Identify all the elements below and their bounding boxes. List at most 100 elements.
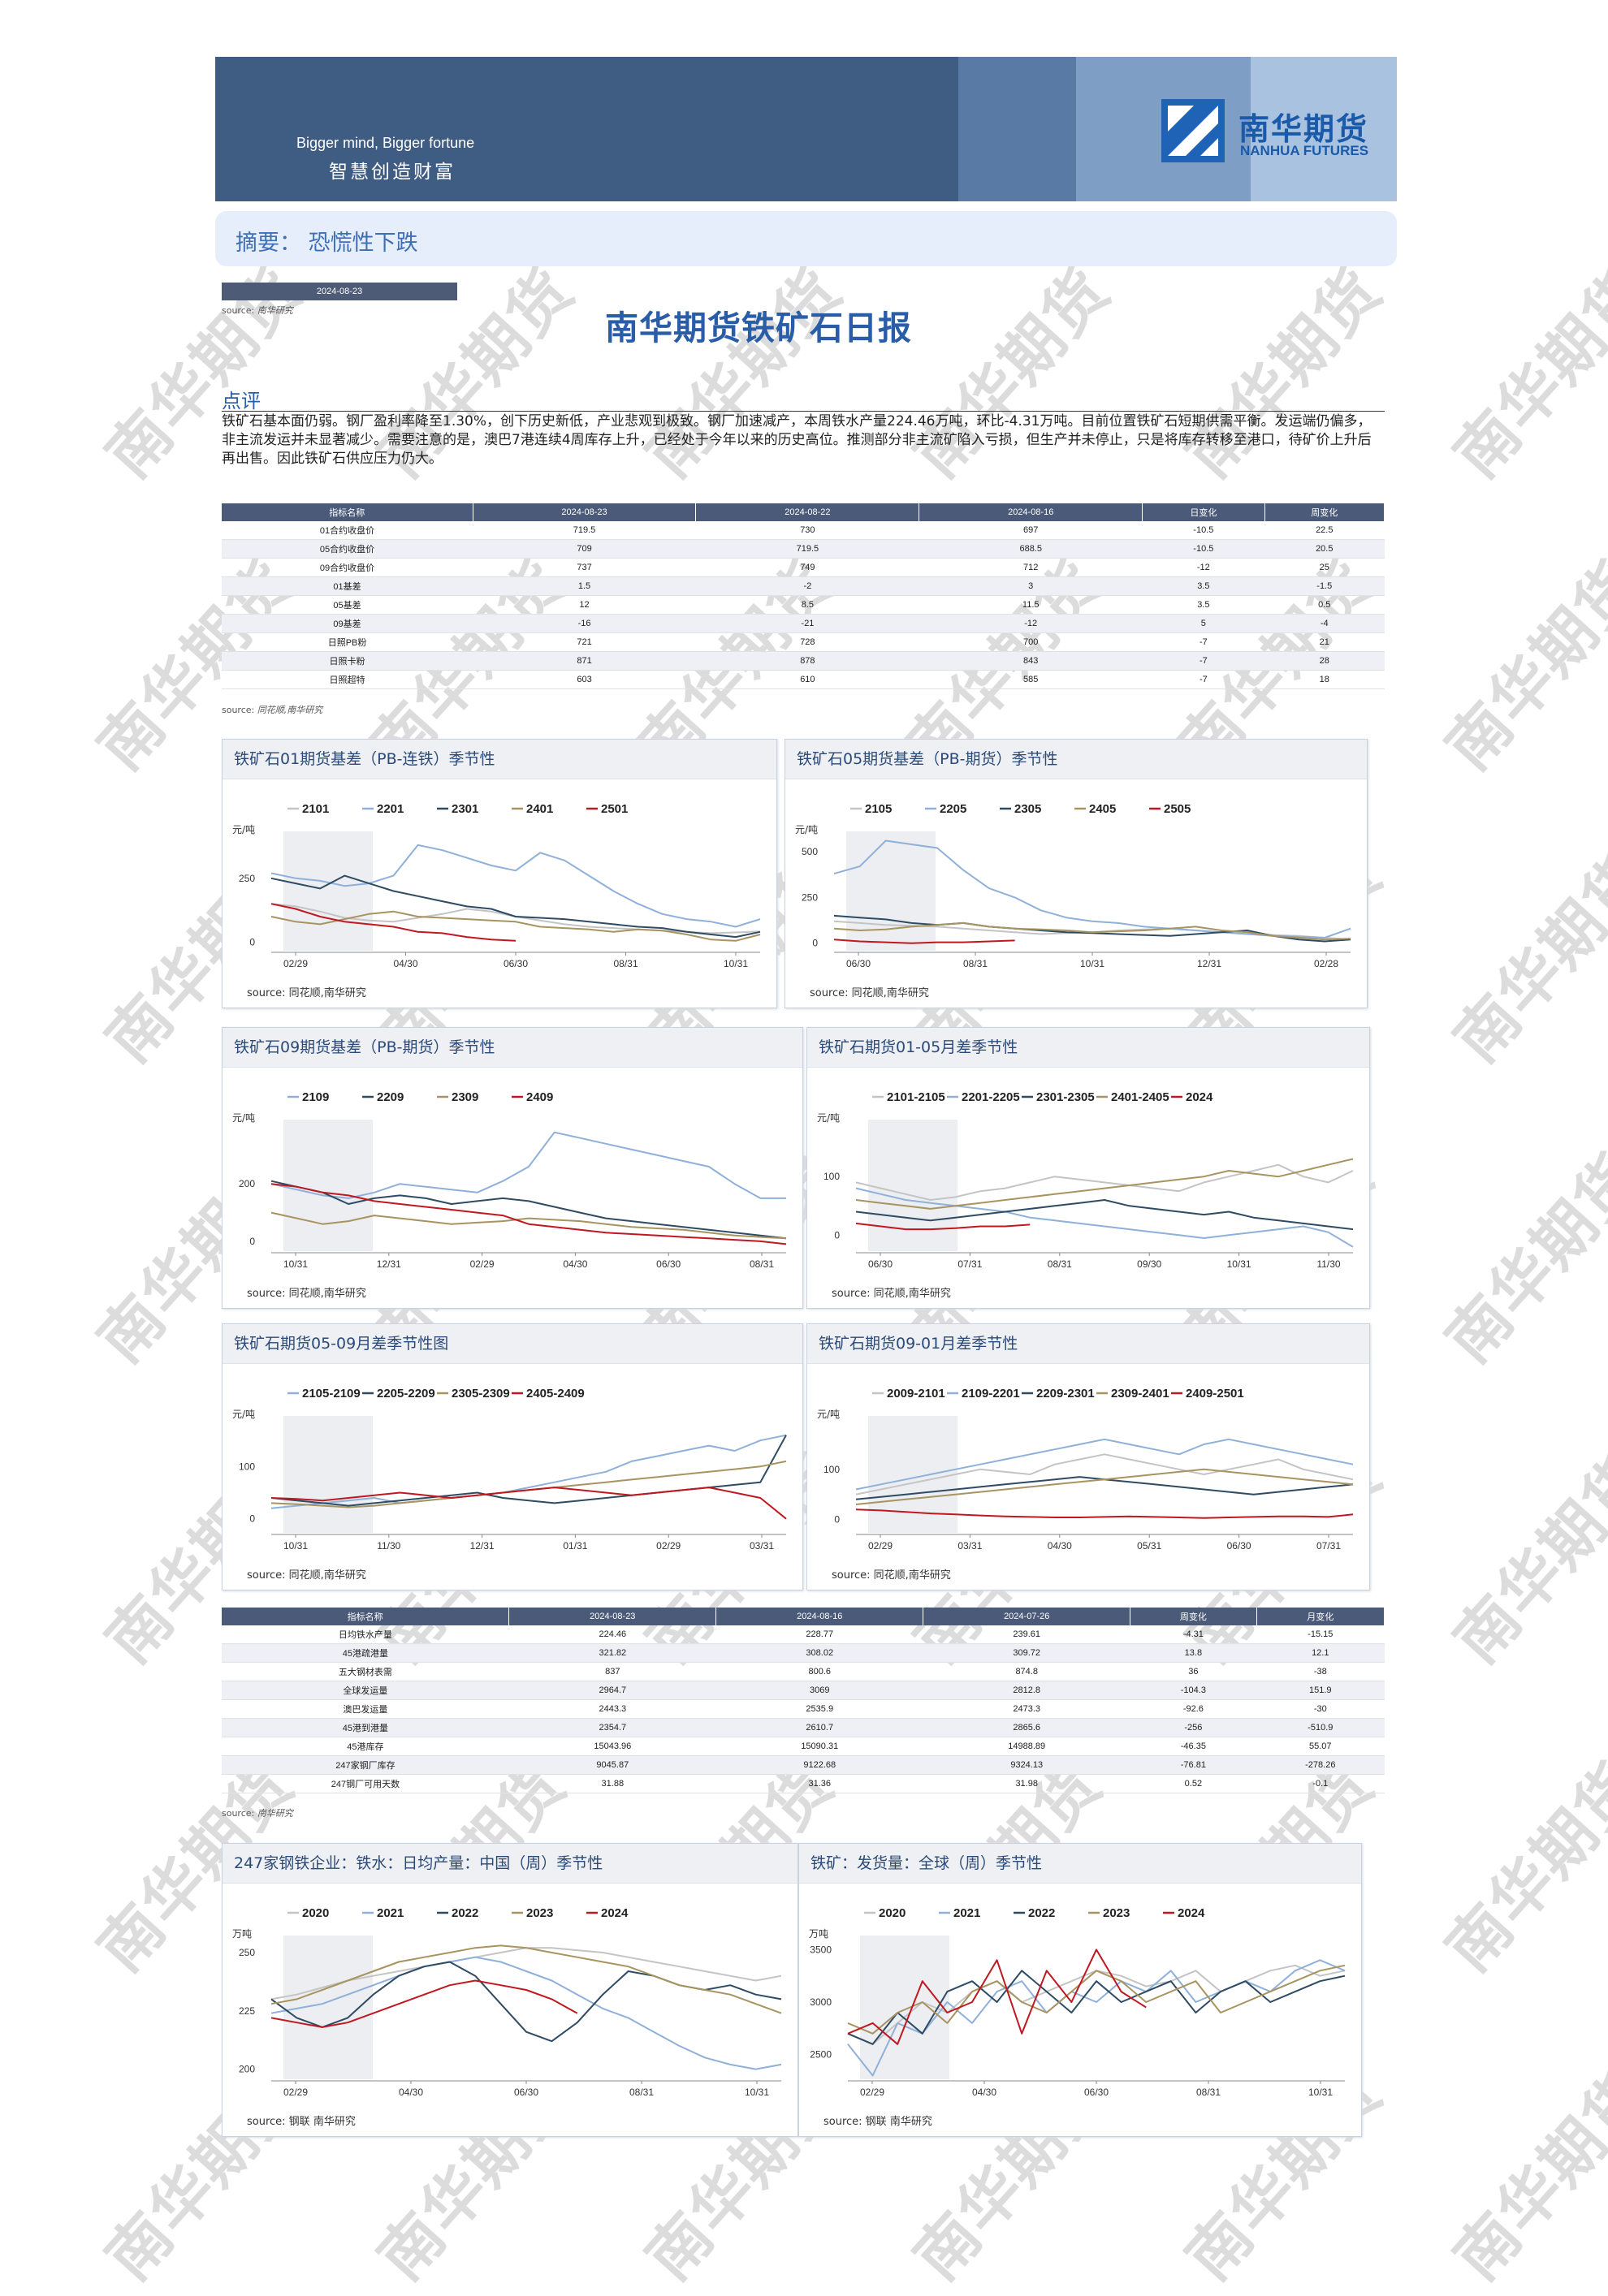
chart-source: source: 同花顺,南华研究: [247, 1288, 366, 1300]
table-cell: 730: [695, 521, 919, 540]
report-title: 南华期货铁矿石日报: [605, 309, 912, 347]
table-cell: 2354.7: [508, 1718, 716, 1737]
x-tick-label: 09/30: [1137, 1258, 1161, 1270]
x-tick-label: 10/31: [1227, 1258, 1251, 1270]
legend-label: 2301: [452, 802, 478, 816]
x-tick-label: 02/28: [1314, 958, 1338, 969]
table-cell: 13.8: [1130, 1643, 1257, 1663]
x-tick-label: 05/31: [1137, 1540, 1161, 1552]
x-tick-label: 03/31: [750, 1540, 774, 1552]
legend-label: 2409-2501: [1186, 1387, 1244, 1400]
watermark-text: 南华期货: [1440, 254, 1608, 492]
chart-svg: 2109 2209 2309 2409 元/吨 0 200 10/31 12/31 02/29 04…: [232, 1090, 787, 1270]
x-tick-label: 04/30: [1048, 1540, 1072, 1552]
chart-svg: 2020 2021 2022 2023 2024 万吨 200 225 250 02/29 04/3…: [232, 1906, 782, 2098]
x-tick-label: 06/30: [504, 958, 528, 969]
series-line-2301-2305: [855, 1199, 1354, 1231]
x-tick-label: 10/31: [1080, 958, 1104, 969]
chart-source: source: 同花顺,南华研究: [247, 1569, 366, 1582]
legend-label: 2209-2301: [1036, 1387, 1095, 1400]
table-row: 05基差 12 8.5 11.5 3.5 0.5: [222, 595, 1385, 615]
legend-label: 2305: [1014, 802, 1041, 816]
chart-watermark-block: [283, 831, 373, 951]
table-cell: 719.5: [473, 521, 696, 540]
legend-label: 2401-2405: [1111, 1090, 1169, 1104]
comment-divider: [222, 411, 1385, 412]
series-line-2301: [270, 874, 761, 939]
x-tick-label: 12/31: [470, 1540, 495, 1552]
table-cell: 3.5: [1142, 576, 1265, 596]
chart-panel-05-09-spread: 铁矿石期货05-09月差季节性图 2105-2109 2205-2209 2305-2…: [222, 1323, 803, 1590]
legend-label: 2209: [377, 1090, 404, 1104]
table-cell: -21: [695, 614, 919, 633]
table-cell: 05合约收盘价: [222, 539, 473, 559]
chart-svg: 2101 2201 2301 2401 2501 元/吨 0 250 02/29 04/30 06/…: [232, 802, 761, 969]
y-axis-label: 元/吨: [817, 1112, 840, 1124]
table-header-cell: 月变化: [1256, 1608, 1385, 1625]
table-cell: 45港库存: [222, 1737, 509, 1756]
series-line-2023: [270, 1944, 782, 2014]
source-label: source:: [222, 305, 255, 316]
table-header-row: 指标名称 2024-08-23 2024-08-16 2024-07-26 周变化 月变化: [222, 1608, 1385, 1625]
table-header-cell: 2024-07-26: [923, 1608, 1131, 1625]
legend-label: 2205-2209: [377, 1387, 435, 1400]
table-cell: 2865.6: [923, 1718, 1130, 1737]
table-cell: 2443.3: [508, 1699, 716, 1719]
table-cell: 878: [695, 651, 919, 671]
chart-panel-09-basis: 铁矿石09期货基差（PB-期货）季节性 2109 2209 2309 2409 元/吨 0 2…: [222, 1027, 803, 1309]
x-tick-label: 08/31: [629, 2087, 654, 2098]
table-cell: 871: [473, 651, 696, 671]
table-body: 01合约收盘价 719.5 730 697 -10.5 22.5 05合约收盘价 709 719…: [222, 521, 1385, 689]
x-tick-label: 11/30: [1316, 1258, 1340, 1270]
table-cell: 247钢厂可用天数: [222, 1774, 509, 1793]
series-line-2209: [270, 1180, 787, 1240]
legend-label: 2405-2409: [526, 1387, 585, 1400]
legend-label: 2021: [377, 1906, 404, 1920]
slogan-chinese: 智慧创造财富: [329, 162, 456, 183]
x-tick-label: 10/31: [283, 1540, 308, 1552]
table-cell: 709: [473, 539, 696, 559]
chart-title: 铁矿石09期货基差（PB-期货）季节性: [223, 1028, 802, 1068]
x-tick-label: 02/29: [868, 1540, 893, 1552]
table-row: 日均铁水产量 224.46 228.77 239.61 -4.31 -15.15: [222, 1625, 1385, 1644]
series-line-2501: [270, 903, 517, 942]
y-tick-label: 500: [802, 846, 818, 857]
table-cell: -7: [1142, 651, 1265, 671]
legend-label: 2101: [302, 802, 329, 816]
y-tick-label: 0: [812, 938, 818, 949]
table-cell: 247家钢厂库存: [222, 1755, 509, 1775]
report-source: source: 南华研究: [222, 304, 293, 317]
table-header-cell: 指标名称: [222, 1608, 510, 1625]
table-cell: 05基差: [222, 595, 473, 615]
table-cell: 874.8: [923, 1662, 1130, 1681]
price-table: 指标名称 2024-08-23 2024-08-22 2024-08-16 日变化 周变化…: [222, 503, 1385, 689]
table-cell: 2535.9: [715, 1699, 923, 1719]
table-cell: 800.6: [715, 1662, 923, 1681]
table-cell: 11.5: [919, 595, 1143, 615]
table-cell: 224.46: [508, 1625, 716, 1644]
table-cell: 12.1: [1256, 1643, 1385, 1663]
table-cell: 全球发运量: [222, 1681, 509, 1700]
y-tick-label: 250: [239, 873, 255, 884]
table-cell: 21: [1264, 632, 1385, 652]
legend-label: 2023: [526, 1906, 553, 1920]
chart-watermark-block: [846, 831, 936, 951]
chart-title: 247家钢铁企业：铁水：日均产量：中国（周）季节性: [223, 1844, 798, 1884]
series-line-2401-2405: [855, 1158, 1354, 1210]
nanhua-logo-icon: [1161, 99, 1225, 162]
table-cell: 五大钢材表需: [222, 1662, 509, 1681]
table-header-cell: 指标名称: [222, 503, 473, 521]
chart-watermark-block: [283, 1416, 373, 1533]
x-tick-label: 02/29: [283, 958, 308, 969]
table-cell: 321.82: [508, 1643, 716, 1663]
chart-watermark-block: [868, 1120, 957, 1251]
table-cell: 45港疏港量: [222, 1643, 509, 1663]
x-tick-label: 06/30: [1084, 2087, 1109, 2098]
x-tick-label: 06/30: [846, 958, 871, 969]
legend-label: 2022: [1028, 1906, 1055, 1920]
x-tick-label: 10/31: [283, 1258, 308, 1270]
x-tick-label: 11/30: [377, 1540, 400, 1552]
table-cell: 14988.89: [923, 1737, 1130, 1756]
y-axis-label: 万吨: [232, 1928, 252, 1940]
